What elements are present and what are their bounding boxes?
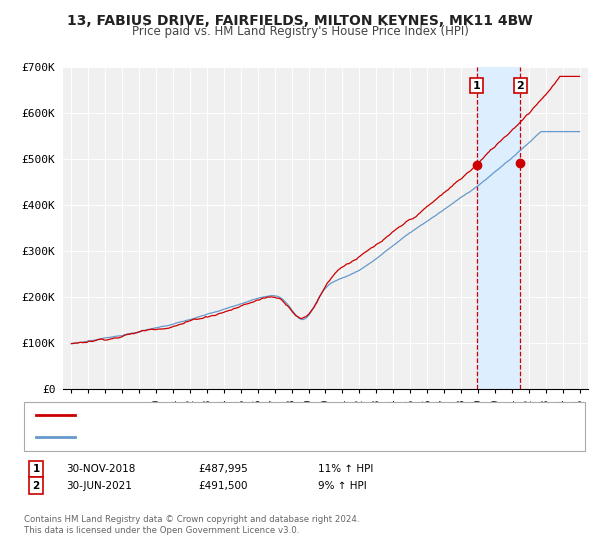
Text: 11% ↑ HPI: 11% ↑ HPI <box>318 464 373 474</box>
Text: 9% ↑ HPI: 9% ↑ HPI <box>318 480 367 491</box>
Bar <box>476 67 520 389</box>
Text: 30-NOV-2018: 30-NOV-2018 <box>66 464 136 474</box>
Text: 13, FABIUS DRIVE, FAIRFIELDS, MILTON KEYNES, MK11 4BW: 13, FABIUS DRIVE, FAIRFIELDS, MILTON KEY… <box>67 14 533 28</box>
Text: Price paid vs. HM Land Registry's House Price Index (HPI): Price paid vs. HM Land Registry's House … <box>131 25 469 38</box>
Text: 2: 2 <box>517 81 524 91</box>
Text: HPI: Average price, detached house, Milton Keynes: HPI: Average price, detached house, Milt… <box>78 432 332 442</box>
Text: This data is licensed under the Open Government Licence v3.0.: This data is licensed under the Open Gov… <box>24 526 299 535</box>
Text: £487,995: £487,995 <box>198 464 248 474</box>
Text: 1: 1 <box>32 464 40 474</box>
Text: Contains HM Land Registry data © Crown copyright and database right 2024.: Contains HM Land Registry data © Crown c… <box>24 515 359 524</box>
Text: 2: 2 <box>32 480 40 491</box>
Text: £491,500: £491,500 <box>198 480 248 491</box>
Text: 30-JUN-2021: 30-JUN-2021 <box>66 480 132 491</box>
Text: 1: 1 <box>473 81 481 91</box>
Text: 13, FABIUS DRIVE, FAIRFIELDS, MILTON KEYNES, MK11 4BW (detached house): 13, FABIUS DRIVE, FAIRFIELDS, MILTON KEY… <box>78 410 464 421</box>
